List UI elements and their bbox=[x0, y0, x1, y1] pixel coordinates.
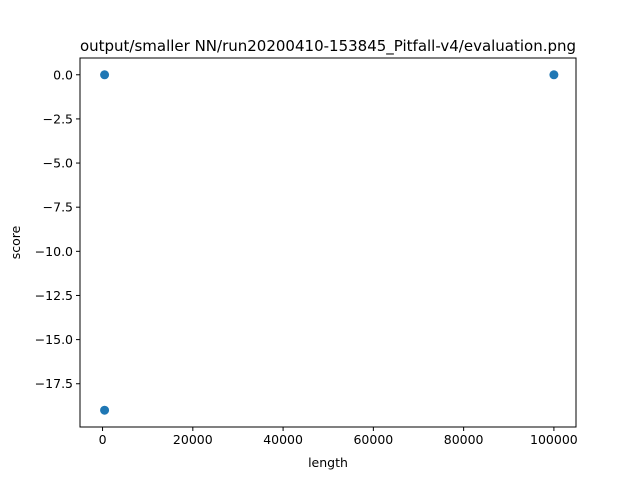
data-points bbox=[100, 70, 559, 415]
y-tick-label: −15.0 bbox=[35, 332, 73, 347]
x-axis-label: length bbox=[308, 455, 348, 470]
scatter-point bbox=[100, 70, 110, 80]
x-tick-label: 100000 bbox=[530, 432, 578, 447]
plot-area bbox=[80, 58, 576, 427]
scatter-point bbox=[100, 405, 110, 415]
y-tick-label: −10.0 bbox=[35, 244, 73, 259]
scatter-point bbox=[549, 70, 559, 80]
y-tick-label: −12.5 bbox=[35, 288, 73, 303]
x-tick-label: 0 bbox=[99, 432, 107, 447]
x-axis-ticks: 0 20000 40000 60000 80000 100000 bbox=[99, 427, 578, 447]
chart-title: output/smaller NN/run20200410-153845_Pit… bbox=[80, 37, 576, 56]
y-tick-label: −2.5 bbox=[43, 111, 73, 126]
y-tick-label: −7.5 bbox=[43, 200, 73, 215]
plot-frame bbox=[79, 57, 577, 428]
y-axis-label: score bbox=[8, 225, 23, 259]
x-tick-label: 80000 bbox=[444, 432, 484, 447]
y-tick-label: −17.5 bbox=[35, 376, 73, 391]
x-tick-label: 60000 bbox=[353, 432, 393, 447]
y-tick-label: 0.0 bbox=[53, 67, 73, 82]
x-tick-label: 20000 bbox=[173, 432, 213, 447]
y-tick-label: −5.0 bbox=[43, 156, 73, 171]
y-axis-ticks: 0.0 −2.5 −5.0 −7.5 −10.0 −12.5 −15.0 −17.5 bbox=[35, 67, 80, 391]
plot-background bbox=[80, 58, 576, 427]
x-tick-label: 40000 bbox=[263, 432, 303, 447]
